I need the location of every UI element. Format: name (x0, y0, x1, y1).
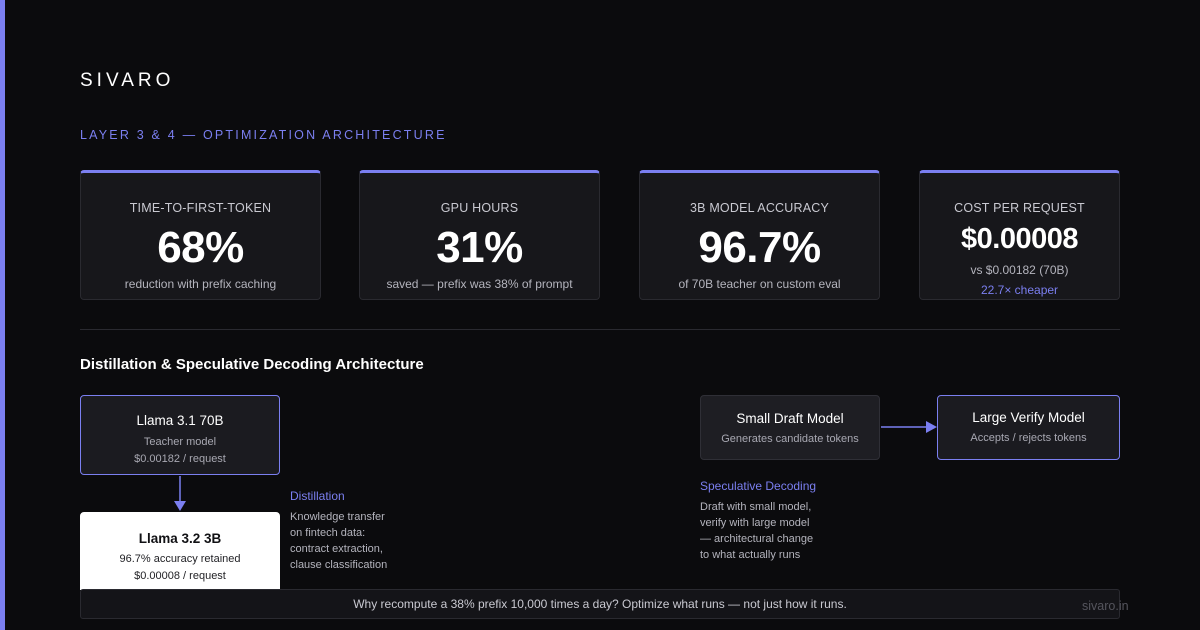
metric-value: $0.00008 (961, 223, 1078, 255)
draft-description: Generates candidate tokens (721, 433, 859, 445)
architecture-title: Distillation & Speculative Decoding Arch… (80, 356, 424, 373)
teacher-model-box: Llama 3.1 70B Teacher model $0.00182 / r… (80, 395, 280, 475)
site-url: sivaro.in (1082, 599, 1129, 613)
distillation-arrow (174, 476, 186, 511)
distillation-line: on fintech data: (290, 527, 366, 539)
metric-sub: of 70B teacher on custom eval (678, 277, 841, 291)
draft-model-box: Small Draft Model Generates candidate to… (700, 395, 880, 460)
student-accuracy: 96.7% accuracy retained (119, 553, 241, 565)
metric-sub: reduction with prefix caching (124, 277, 277, 291)
distillation-line: Knowledge transfer (290, 511, 385, 523)
draft-title: Small Draft Model (736, 411, 844, 426)
metric-sub: vs $0.00182 (70B) (970, 263, 1069, 277)
speculative-description: Draft with small model, verify with larg… (700, 499, 850, 563)
metric-card-gpu-hours: GPU HOURS 31% saved — prefix was 38% of … (359, 170, 600, 300)
teacher-role: Teacher model (143, 436, 217, 448)
speculative-line: Draft with small model, (700, 501, 812, 513)
student-title: Llama 3.2 3B (138, 531, 222, 546)
verify-description: Accepts / rejects tokens (970, 432, 1087, 444)
metric-extra: 22.7× cheaper (980, 283, 1059, 297)
metric-card-accuracy: 3B MODEL ACCURACY 96.7% of 70B teacher o… (639, 170, 880, 300)
metric-value: 68% (157, 223, 244, 272)
metric-label: GPU HOURS (440, 201, 519, 215)
student-cost: $0.00008 / request (134, 570, 226, 582)
distillation-title: Distillation (290, 489, 345, 503)
bottom-banner: Why recompute a 38% prefix 10,000 times … (80, 589, 1120, 619)
verify-title: Large Verify Model (972, 410, 1085, 425)
metric-card-ttft: TIME-TO-FIRST-TOKEN 68% reduction with p… (80, 170, 321, 300)
speculative-line: to what actually runs (700, 549, 801, 561)
student-model-box: Llama 3.2 3B 96.7% accuracy retained $0.… (80, 512, 280, 590)
speculative-line: — architectural change (700, 533, 814, 545)
distillation-line: clause classification (290, 559, 388, 571)
teacher-cost: $0.00182 / request (134, 453, 226, 465)
section-label: LAYER 3 & 4 — OPTIMIZATION ARCHITECTURE (80, 128, 447, 142)
metric-value: 31% (436, 223, 523, 272)
section-divider (80, 329, 1120, 330)
speculative-title: Speculative Decoding (700, 479, 817, 493)
metric-value: 96.7% (698, 223, 821, 272)
metric-sub: saved — prefix was 38% of prompt (386, 277, 573, 291)
verify-model-box: Large Verify Model Accepts / rejects tok… (937, 395, 1120, 460)
distillation-description: Knowledge transfer on fintech data: cont… (290, 509, 420, 573)
speculative-line: verify with large model (700, 517, 810, 529)
metric-label: 3B MODEL ACCURACY (689, 201, 830, 215)
metric-card-cost: COST PER REQUEST $0.00008 vs $0.00182 (7… (919, 170, 1120, 300)
brand-logo: SIVARO (80, 70, 175, 91)
left-accent-bar (0, 0, 5, 630)
teacher-title: Llama 3.1 70B (136, 413, 224, 428)
metric-label: COST PER REQUEST (954, 201, 1085, 215)
distillation-line: contract extraction, (290, 543, 383, 555)
speculative-arrow (881, 421, 937, 433)
metric-label: TIME-TO-FIRST-TOKEN (129, 201, 272, 215)
